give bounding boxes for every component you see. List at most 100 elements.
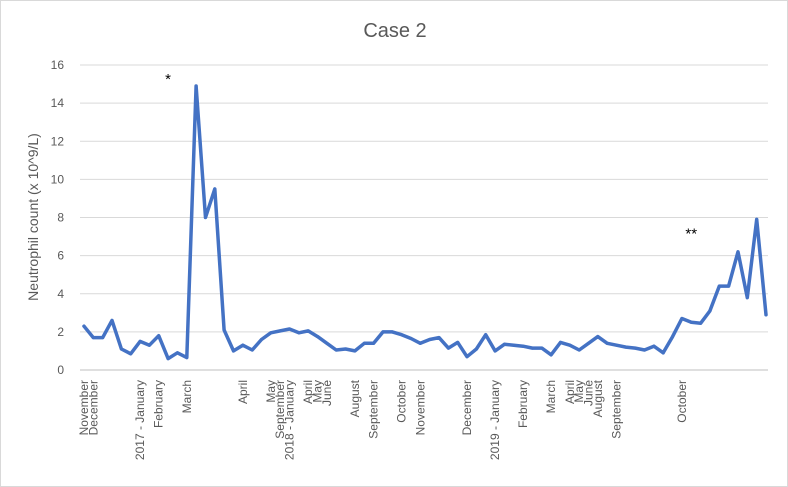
y-tick-labels: 0 2 4 6 8 10 12 14 16 <box>51 58 65 377</box>
data-point <box>157 334 161 338</box>
data-point <box>577 348 581 352</box>
annotations: *** <box>165 71 697 242</box>
data-point <box>615 343 619 347</box>
x-tick-label: September <box>367 380 381 439</box>
data-point <box>474 347 478 351</box>
x-tick-label: August <box>591 379 605 417</box>
x-tick-label: May <box>311 380 325 403</box>
data-point <box>661 351 665 355</box>
data-point <box>512 343 516 347</box>
x-tick-label: 2018 - January <box>283 380 297 460</box>
data-point <box>736 250 740 254</box>
data-point <box>306 329 310 333</box>
x-tick-label: February <box>516 380 530 428</box>
data-point <box>372 341 376 345</box>
data-point <box>643 348 647 352</box>
x-tick-label: April <box>301 380 315 404</box>
data-point <box>269 331 273 335</box>
data-point <box>493 349 497 353</box>
data-point <box>652 344 656 348</box>
data-point <box>745 296 749 300</box>
series-line <box>82 84 768 361</box>
data-point <box>138 339 142 343</box>
data-point <box>203 216 207 219</box>
data-point <box>325 341 329 345</box>
x-tick-label: September <box>273 380 287 439</box>
data-point <box>755 217 759 221</box>
data-point <box>175 351 179 355</box>
data-point <box>129 352 133 356</box>
x-tick-label: September <box>610 380 624 439</box>
x-tick-label: 2017 - January <box>133 380 147 460</box>
data-point <box>437 336 441 340</box>
x-tick-label: June <box>320 380 334 406</box>
data-point <box>764 313 768 317</box>
x-tick-label: April <box>563 380 577 404</box>
y-tick-label: 14 <box>51 96 65 110</box>
data-point <box>390 330 394 334</box>
data-point <box>194 84 198 88</box>
data-point <box>250 348 254 352</box>
y-tick-label: 8 <box>57 211 64 225</box>
data-point <box>540 346 544 350</box>
data-point <box>521 344 525 348</box>
data-point <box>409 337 413 341</box>
data-point <box>101 336 105 340</box>
data-point <box>708 309 712 313</box>
data-point <box>381 330 385 334</box>
x-tick-label: November <box>77 380 91 435</box>
data-point <box>353 349 357 353</box>
data-point <box>241 343 245 347</box>
data-point <box>727 284 731 288</box>
data-point <box>699 321 703 325</box>
y-tick-label: 0 <box>57 363 64 377</box>
x-tick-label: December <box>460 380 474 435</box>
y-tick-label: 6 <box>57 249 64 263</box>
data-point <box>502 342 506 346</box>
x-tick-label: February <box>152 380 166 428</box>
data-point <box>288 327 292 331</box>
data-point <box>260 338 264 341</box>
data-point <box>119 347 123 351</box>
data-point <box>558 340 562 344</box>
data-point <box>222 328 226 332</box>
data-point <box>568 343 572 347</box>
data-point <box>418 341 422 345</box>
x-tick-label: May <box>264 380 278 403</box>
data-point <box>316 335 320 339</box>
gridlines <box>80 64 768 371</box>
data-point <box>633 346 637 350</box>
x-tick-label: June <box>581 380 595 406</box>
annotation-marker: * <box>165 71 171 88</box>
data-point <box>717 284 721 288</box>
data-point <box>484 333 488 337</box>
y-tick-label: 4 <box>57 287 64 301</box>
data-point <box>278 329 282 333</box>
data-point <box>110 318 114 322</box>
data-point <box>297 331 301 335</box>
data-point <box>456 340 460 344</box>
x-tick-label: December <box>86 380 100 435</box>
data-point <box>91 336 95 340</box>
data-point <box>596 335 600 339</box>
data-point <box>362 341 366 345</box>
data-point <box>689 320 693 324</box>
x-tick-label: October <box>675 380 689 423</box>
x-tick-label: November <box>413 380 427 435</box>
data-point <box>446 346 450 350</box>
data-point <box>82 324 86 328</box>
x-tick-label: March <box>544 380 558 413</box>
data-point <box>465 355 469 359</box>
annotation-marker: ** <box>685 225 697 242</box>
data-point <box>344 347 348 351</box>
x-tick-label: August <box>348 379 362 417</box>
data-point <box>624 345 628 349</box>
data-point <box>213 187 217 191</box>
y-tick-label: 2 <box>57 325 64 339</box>
x-tick-label: March <box>180 380 194 413</box>
x-tick-label: 2019 - January <box>488 380 502 460</box>
data-point <box>400 333 404 337</box>
data-point <box>530 346 534 350</box>
